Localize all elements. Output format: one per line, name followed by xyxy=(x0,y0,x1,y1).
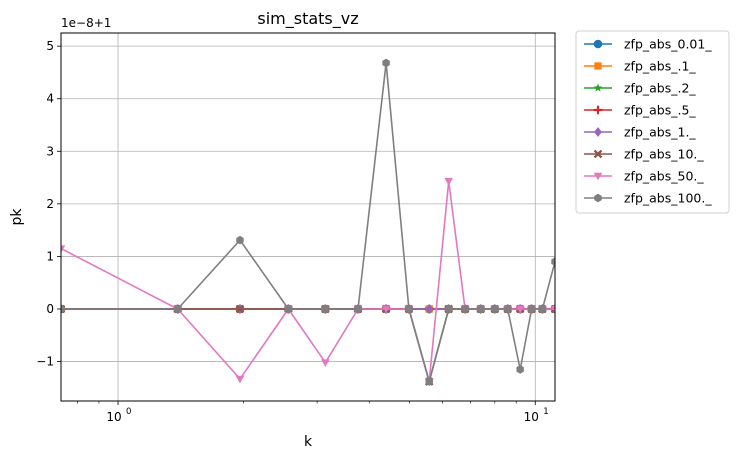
legend-item: zfp_abs_1._ xyxy=(584,125,696,140)
x-tick-label: 10 xyxy=(106,410,121,424)
data-point xyxy=(594,193,602,203)
data-point xyxy=(284,304,293,314)
plot-frame xyxy=(60,32,556,402)
grid xyxy=(61,33,555,401)
series-line xyxy=(61,308,555,383)
legend-item: zfp_abs_.1_ xyxy=(584,59,696,74)
data-point xyxy=(321,359,330,367)
data-point xyxy=(444,304,453,314)
legend-box xyxy=(575,30,730,214)
chart-title: sim_stats_vz xyxy=(257,9,358,29)
data-point xyxy=(594,62,602,70)
data-point xyxy=(425,304,434,314)
data-point xyxy=(61,304,65,314)
x-tick-exponent: 1 xyxy=(543,407,548,417)
data-point xyxy=(425,377,433,386)
legend: zfp_abs_0.01_ zfp_abs_.1_ zfp_abs_.2_ zfp_a… xyxy=(575,30,730,214)
data-point xyxy=(173,304,182,314)
x-tick-label: 10 xyxy=(524,410,539,424)
series-group xyxy=(61,178,555,386)
legend-label: zfp_abs_0.01_ xyxy=(624,37,712,52)
data-point xyxy=(515,305,525,314)
data-point xyxy=(405,304,413,314)
data-point xyxy=(476,304,485,314)
data-point xyxy=(321,304,330,314)
data-point xyxy=(538,304,547,314)
data-point xyxy=(593,172,603,181)
legend-label: zfp_abs_100._ xyxy=(624,191,712,206)
legend-label: zfp_abs_.1_ xyxy=(624,59,696,74)
series-line xyxy=(61,62,555,383)
data-point xyxy=(527,304,536,314)
y-tick-label: 4 xyxy=(46,92,54,106)
y-tick-label: 1 xyxy=(46,249,54,263)
legend-label: zfp_abs_50._ xyxy=(624,169,704,184)
x-tick-exponent: 0 xyxy=(126,407,131,417)
y-offset-text: 1e−8+1 xyxy=(61,16,111,30)
data-point xyxy=(354,304,362,314)
data-point xyxy=(550,305,555,314)
data-point xyxy=(444,178,453,186)
data-point xyxy=(236,235,244,245)
y-tick-label: 0 xyxy=(46,302,54,316)
legend-label: zfp_abs_.5_ xyxy=(624,103,696,118)
legend-label: zfp_abs_10._ xyxy=(624,147,704,162)
legend-item: zfp_abs_0.01_ xyxy=(584,37,712,52)
data-point xyxy=(593,105,603,115)
legend-item: zfp_abs_.2_ xyxy=(584,81,696,96)
y-tick-label: 2 xyxy=(46,197,54,211)
data-point xyxy=(235,304,245,314)
data-point xyxy=(381,305,391,314)
axis-ticks: −1 0 1 2 3 4 5 10 0 10 1 xyxy=(36,39,548,424)
legend-item: zfp_abs_50._ xyxy=(584,169,704,184)
y-tick-label: 3 xyxy=(46,144,54,158)
legend-item: zfp_abs_10._ xyxy=(584,147,704,162)
y-axis-label: pk xyxy=(9,208,25,226)
legend-label: zfp_abs_1._ xyxy=(624,125,696,140)
series-line xyxy=(61,180,555,383)
data-point xyxy=(593,83,603,92)
series-group xyxy=(61,58,555,386)
data-point xyxy=(593,39,603,49)
data-point xyxy=(504,304,512,314)
data-point xyxy=(594,127,602,137)
data-point xyxy=(61,245,66,253)
data-point xyxy=(551,257,555,266)
legend-item: zfp_abs_.5_ xyxy=(584,103,696,118)
data-point xyxy=(516,365,524,374)
y-tick-label: 5 xyxy=(46,39,54,53)
data-point xyxy=(593,149,603,159)
data-point xyxy=(491,304,499,314)
series-group xyxy=(61,304,555,386)
data-point xyxy=(382,58,390,68)
legend-label: zfp_abs_.2_ xyxy=(624,81,696,96)
data-point xyxy=(235,375,245,384)
plot-series xyxy=(61,58,555,386)
legend-item: zfp_abs_100._ xyxy=(584,191,712,206)
data-point xyxy=(461,304,469,314)
y-tick-label: −1 xyxy=(36,355,54,369)
x-axis-label: k xyxy=(304,434,313,450)
